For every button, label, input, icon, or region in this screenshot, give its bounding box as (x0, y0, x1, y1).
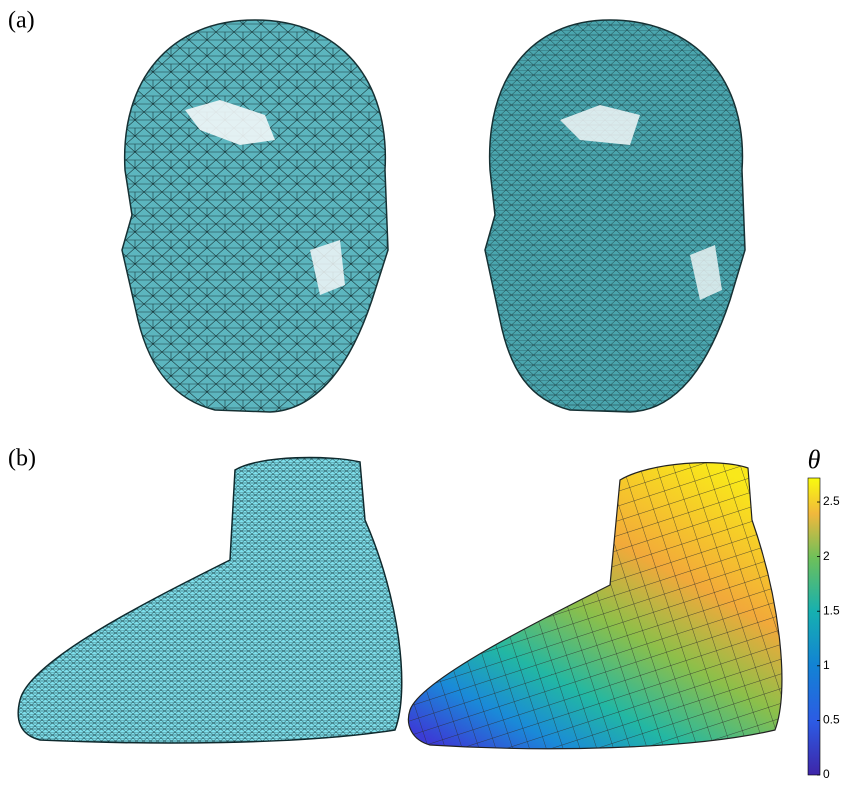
colorbar (808, 478, 820, 775)
panel-label: (b) (8, 446, 36, 472)
colorbar-tick-label: 1.5 (823, 603, 840, 617)
panel-label: (a) (8, 8, 35, 34)
colorbar-tick-label: 2.5 (823, 494, 840, 508)
foot-mesh (18, 457, 402, 743)
head-mesh-coarse (122, 20, 388, 412)
head-mesh-fine (485, 20, 745, 412)
colorbar-tick-label: 1 (823, 658, 830, 672)
figure: (a) (b) θ 0 0.5 1 1.5 2 2.5 (0, 0, 844, 784)
colorbar-tick-label: 0.5 (823, 713, 840, 727)
colorbar-tick-label: 2 (823, 549, 830, 563)
colorbar-tick-label: 0 (823, 767, 830, 781)
colorbar-label: θ (808, 445, 821, 474)
foot-colored (408, 463, 782, 749)
